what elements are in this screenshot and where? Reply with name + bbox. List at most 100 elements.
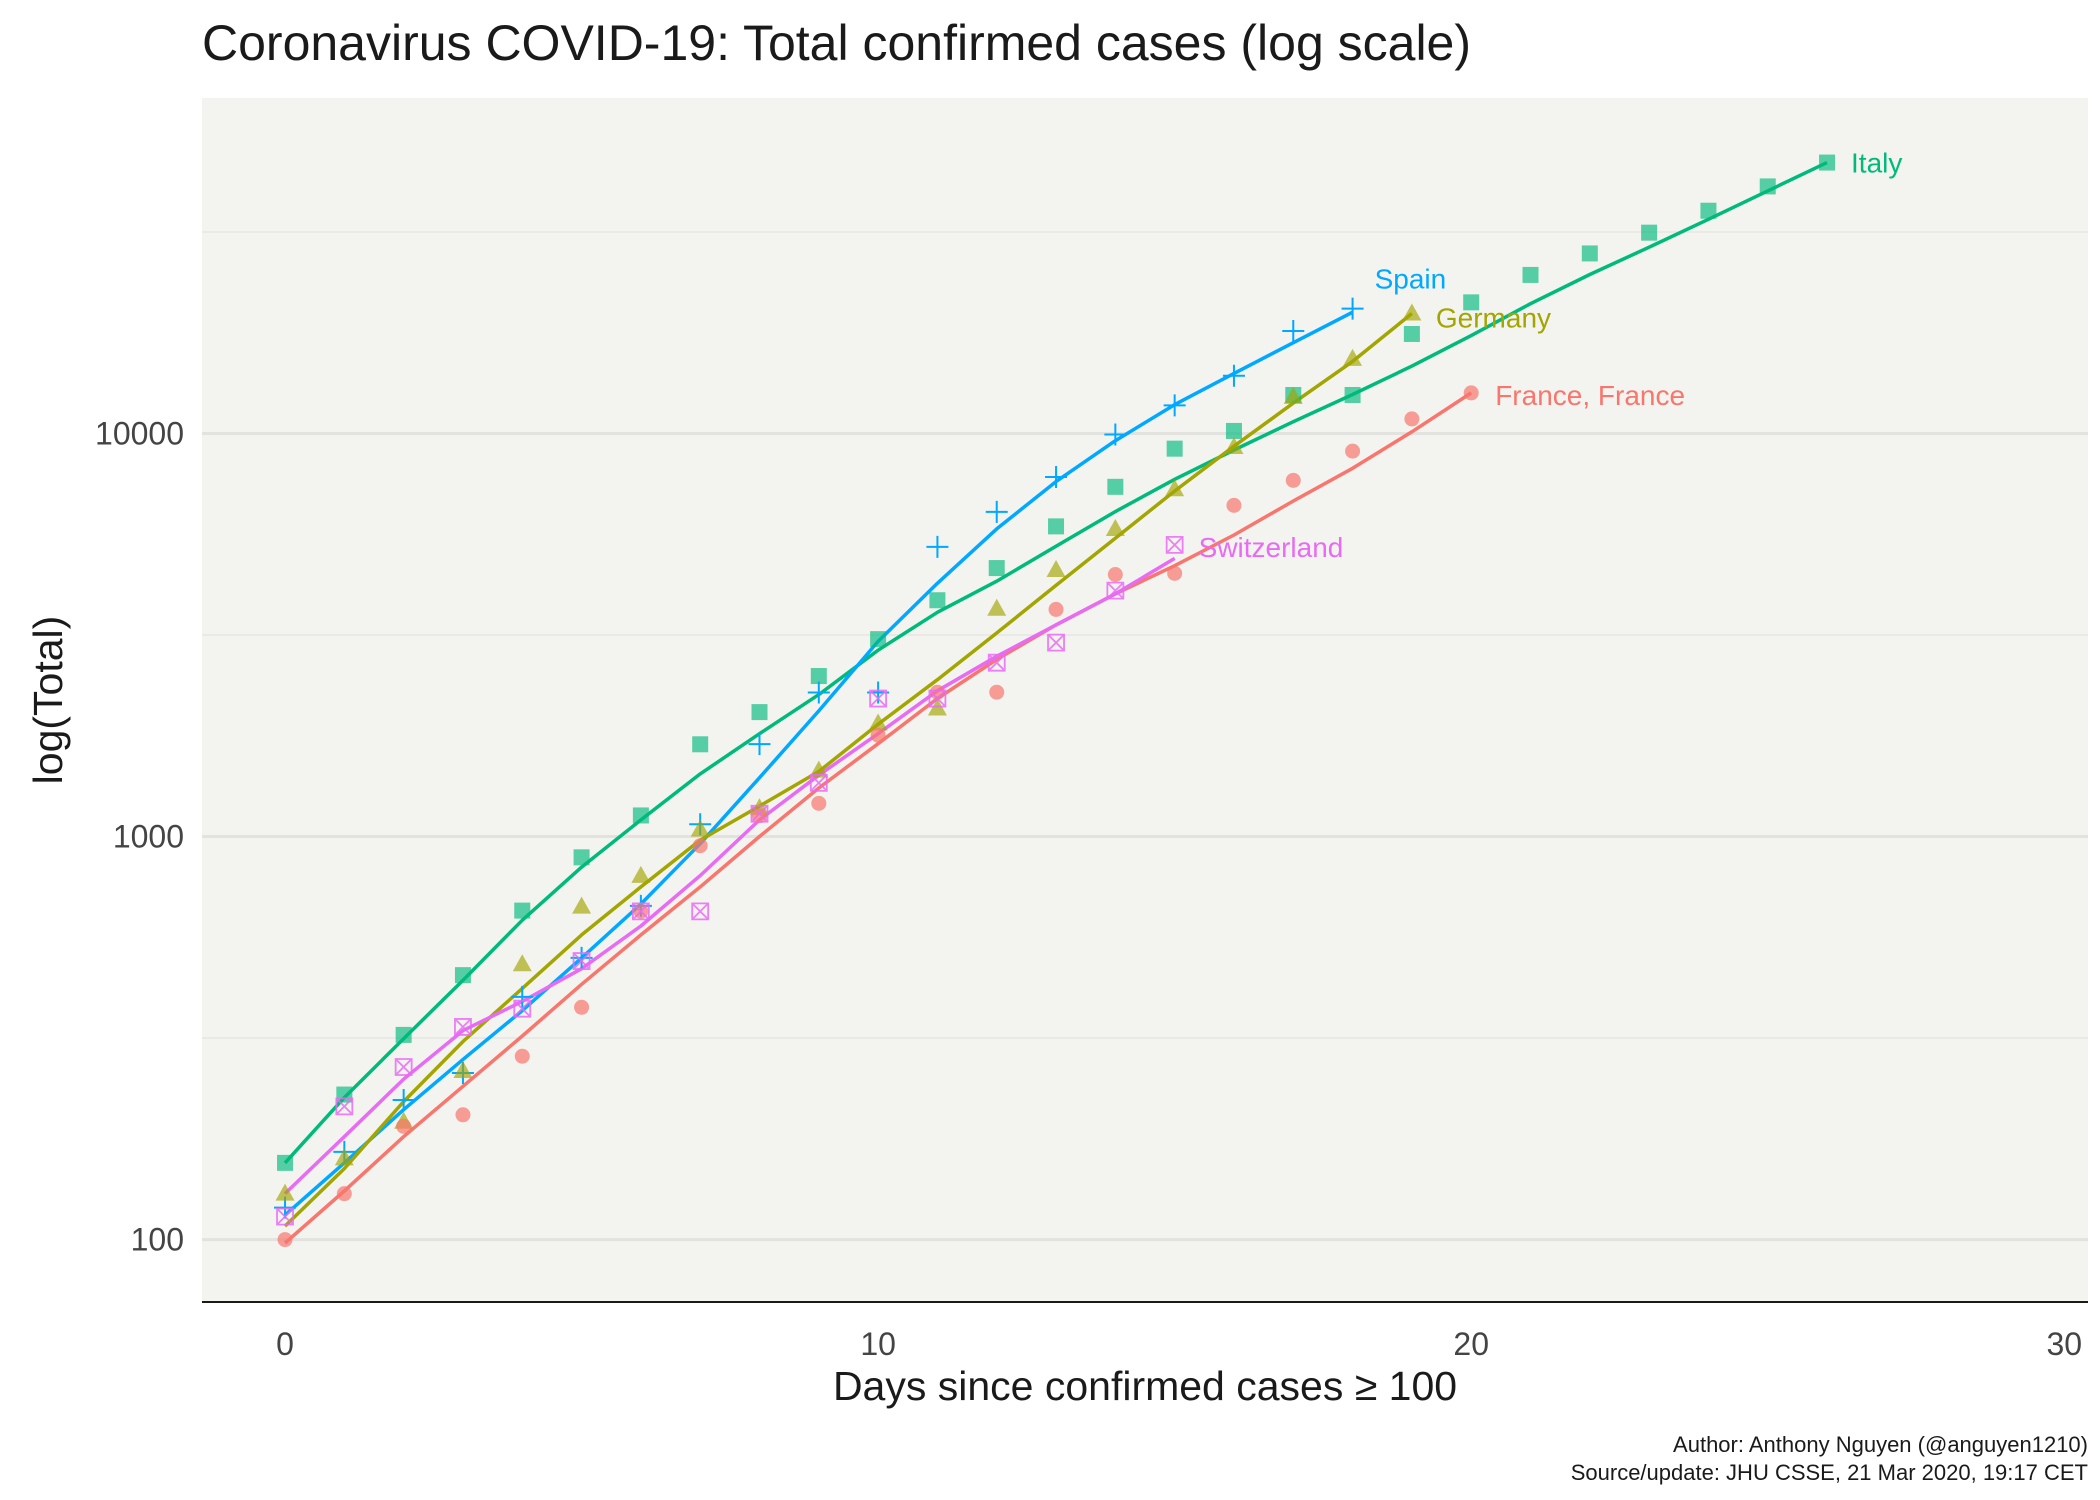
data-point — [987, 598, 1007, 616]
data-point — [811, 795, 827, 811]
data-point — [1104, 423, 1127, 446]
data-point — [1048, 518, 1065, 535]
data-point — [454, 967, 471, 984]
data-point — [512, 954, 532, 972]
data-point — [807, 681, 830, 704]
data-point — [989, 684, 1005, 700]
data-point — [1222, 364, 1245, 387]
data-point — [573, 849, 590, 866]
plot-panel-background — [202, 98, 2088, 1302]
series-label: Germany — [1436, 303, 1551, 334]
data-point — [396, 1118, 412, 1134]
data-point — [1045, 466, 1068, 489]
data-point — [1107, 478, 1124, 495]
fit-line — [283, 312, 1413, 1228]
fit-line — [283, 556, 1176, 1195]
data-point — [631, 865, 651, 883]
data-point — [1165, 535, 1184, 554]
data-point — [1402, 303, 1422, 321]
fit-line — [283, 391, 1473, 1245]
data-point — [692, 736, 709, 753]
data-point — [751, 808, 767, 824]
data-point — [870, 727, 886, 743]
series-label: Spain — [1375, 264, 1447, 295]
x-tick-label: 30 — [2046, 1326, 2082, 1362]
fit-line — [283, 161, 1828, 1165]
data-point — [276, 1207, 294, 1226]
data-point — [1283, 386, 1303, 404]
data-point — [277, 1154, 294, 1171]
data-point — [1107, 566, 1123, 582]
data-point — [1165, 479, 1185, 497]
data-point — [1047, 633, 1065, 652]
data-point — [1403, 325, 1420, 342]
series-label: France, France — [1495, 380, 1685, 411]
data-point — [748, 733, 771, 756]
data-point — [1404, 411, 1420, 427]
data-point — [1759, 178, 1776, 195]
x-tick-label: 0 — [276, 1326, 294, 1362]
data-point — [1581, 245, 1598, 262]
series-labels: Italy Spain Germany France, France Switzerla… — [1199, 148, 1903, 563]
data-point — [868, 713, 888, 731]
data-point — [1106, 581, 1125, 600]
data-point — [395, 1026, 412, 1043]
data-point — [336, 1186, 352, 1202]
x-tick-label: 10 — [860, 1326, 896, 1362]
data-point — [691, 902, 710, 921]
data-point — [1522, 266, 1539, 283]
data-point — [1641, 224, 1658, 241]
y-tick-label: 10000 — [95, 416, 184, 452]
data-point — [809, 760, 829, 778]
y-tick-label: 100 — [131, 1222, 184, 1258]
y-tick-label: 1000 — [113, 819, 184, 855]
caption-author: Author: Anthony Nguyen (@anguyen1210) — [1673, 1432, 2088, 1457]
data-point — [1285, 472, 1301, 488]
data-point — [929, 592, 946, 609]
data-point — [1819, 154, 1836, 171]
data-point — [453, 1060, 473, 1078]
data-point — [985, 500, 1008, 523]
data-point — [1163, 394, 1186, 417]
data-point — [572, 952, 591, 970]
data-point — [810, 668, 827, 685]
data-points — [274, 154, 1836, 1248]
data-point — [511, 985, 534, 1008]
data-point — [692, 838, 708, 854]
x-tick-label: 20 — [1453, 1326, 1489, 1362]
data-point — [1343, 348, 1363, 366]
y-axis-label: log(Total) — [25, 616, 71, 785]
data-point — [1463, 294, 1480, 311]
fit-lines — [283, 161, 1828, 1245]
data-point — [1166, 440, 1183, 457]
data-point — [334, 1148, 354, 1166]
data-point — [572, 896, 592, 914]
data-point — [632, 807, 649, 824]
data-point — [1463, 385, 1479, 401]
data-point — [751, 704, 768, 721]
data-point — [1345, 443, 1361, 459]
data-point — [1105, 519, 1125, 537]
data-point — [514, 1048, 530, 1064]
data-point — [1167, 565, 1183, 581]
x-axis-label: Days since confirmed cases ≥ 100 — [833, 1363, 1457, 1409]
data-point — [454, 1018, 472, 1036]
data-point — [275, 1183, 295, 1201]
data-point — [335, 1097, 354, 1116]
x-axis-ticks: 0 10 20 30 — [276, 1326, 2082, 1362]
data-point — [513, 999, 532, 1018]
data-point — [1226, 497, 1242, 513]
data-point — [1046, 560, 1066, 578]
data-point — [1225, 422, 1242, 439]
data-point — [1341, 297, 1364, 320]
data-point — [392, 1088, 415, 1111]
data-point — [869, 689, 888, 708]
y-axis-ticks: 100 1000 10000 — [95, 416, 184, 1258]
caption-source: Source/update: JHU CSSE, 21 Mar 2020, 19… — [1570, 1460, 2088, 1485]
data-point — [1344, 386, 1361, 403]
data-point — [870, 631, 887, 648]
data-point — [987, 653, 1006, 672]
data-point — [690, 819, 710, 837]
series-label: Italy — [1851, 148, 1902, 179]
data-point — [455, 1107, 471, 1123]
